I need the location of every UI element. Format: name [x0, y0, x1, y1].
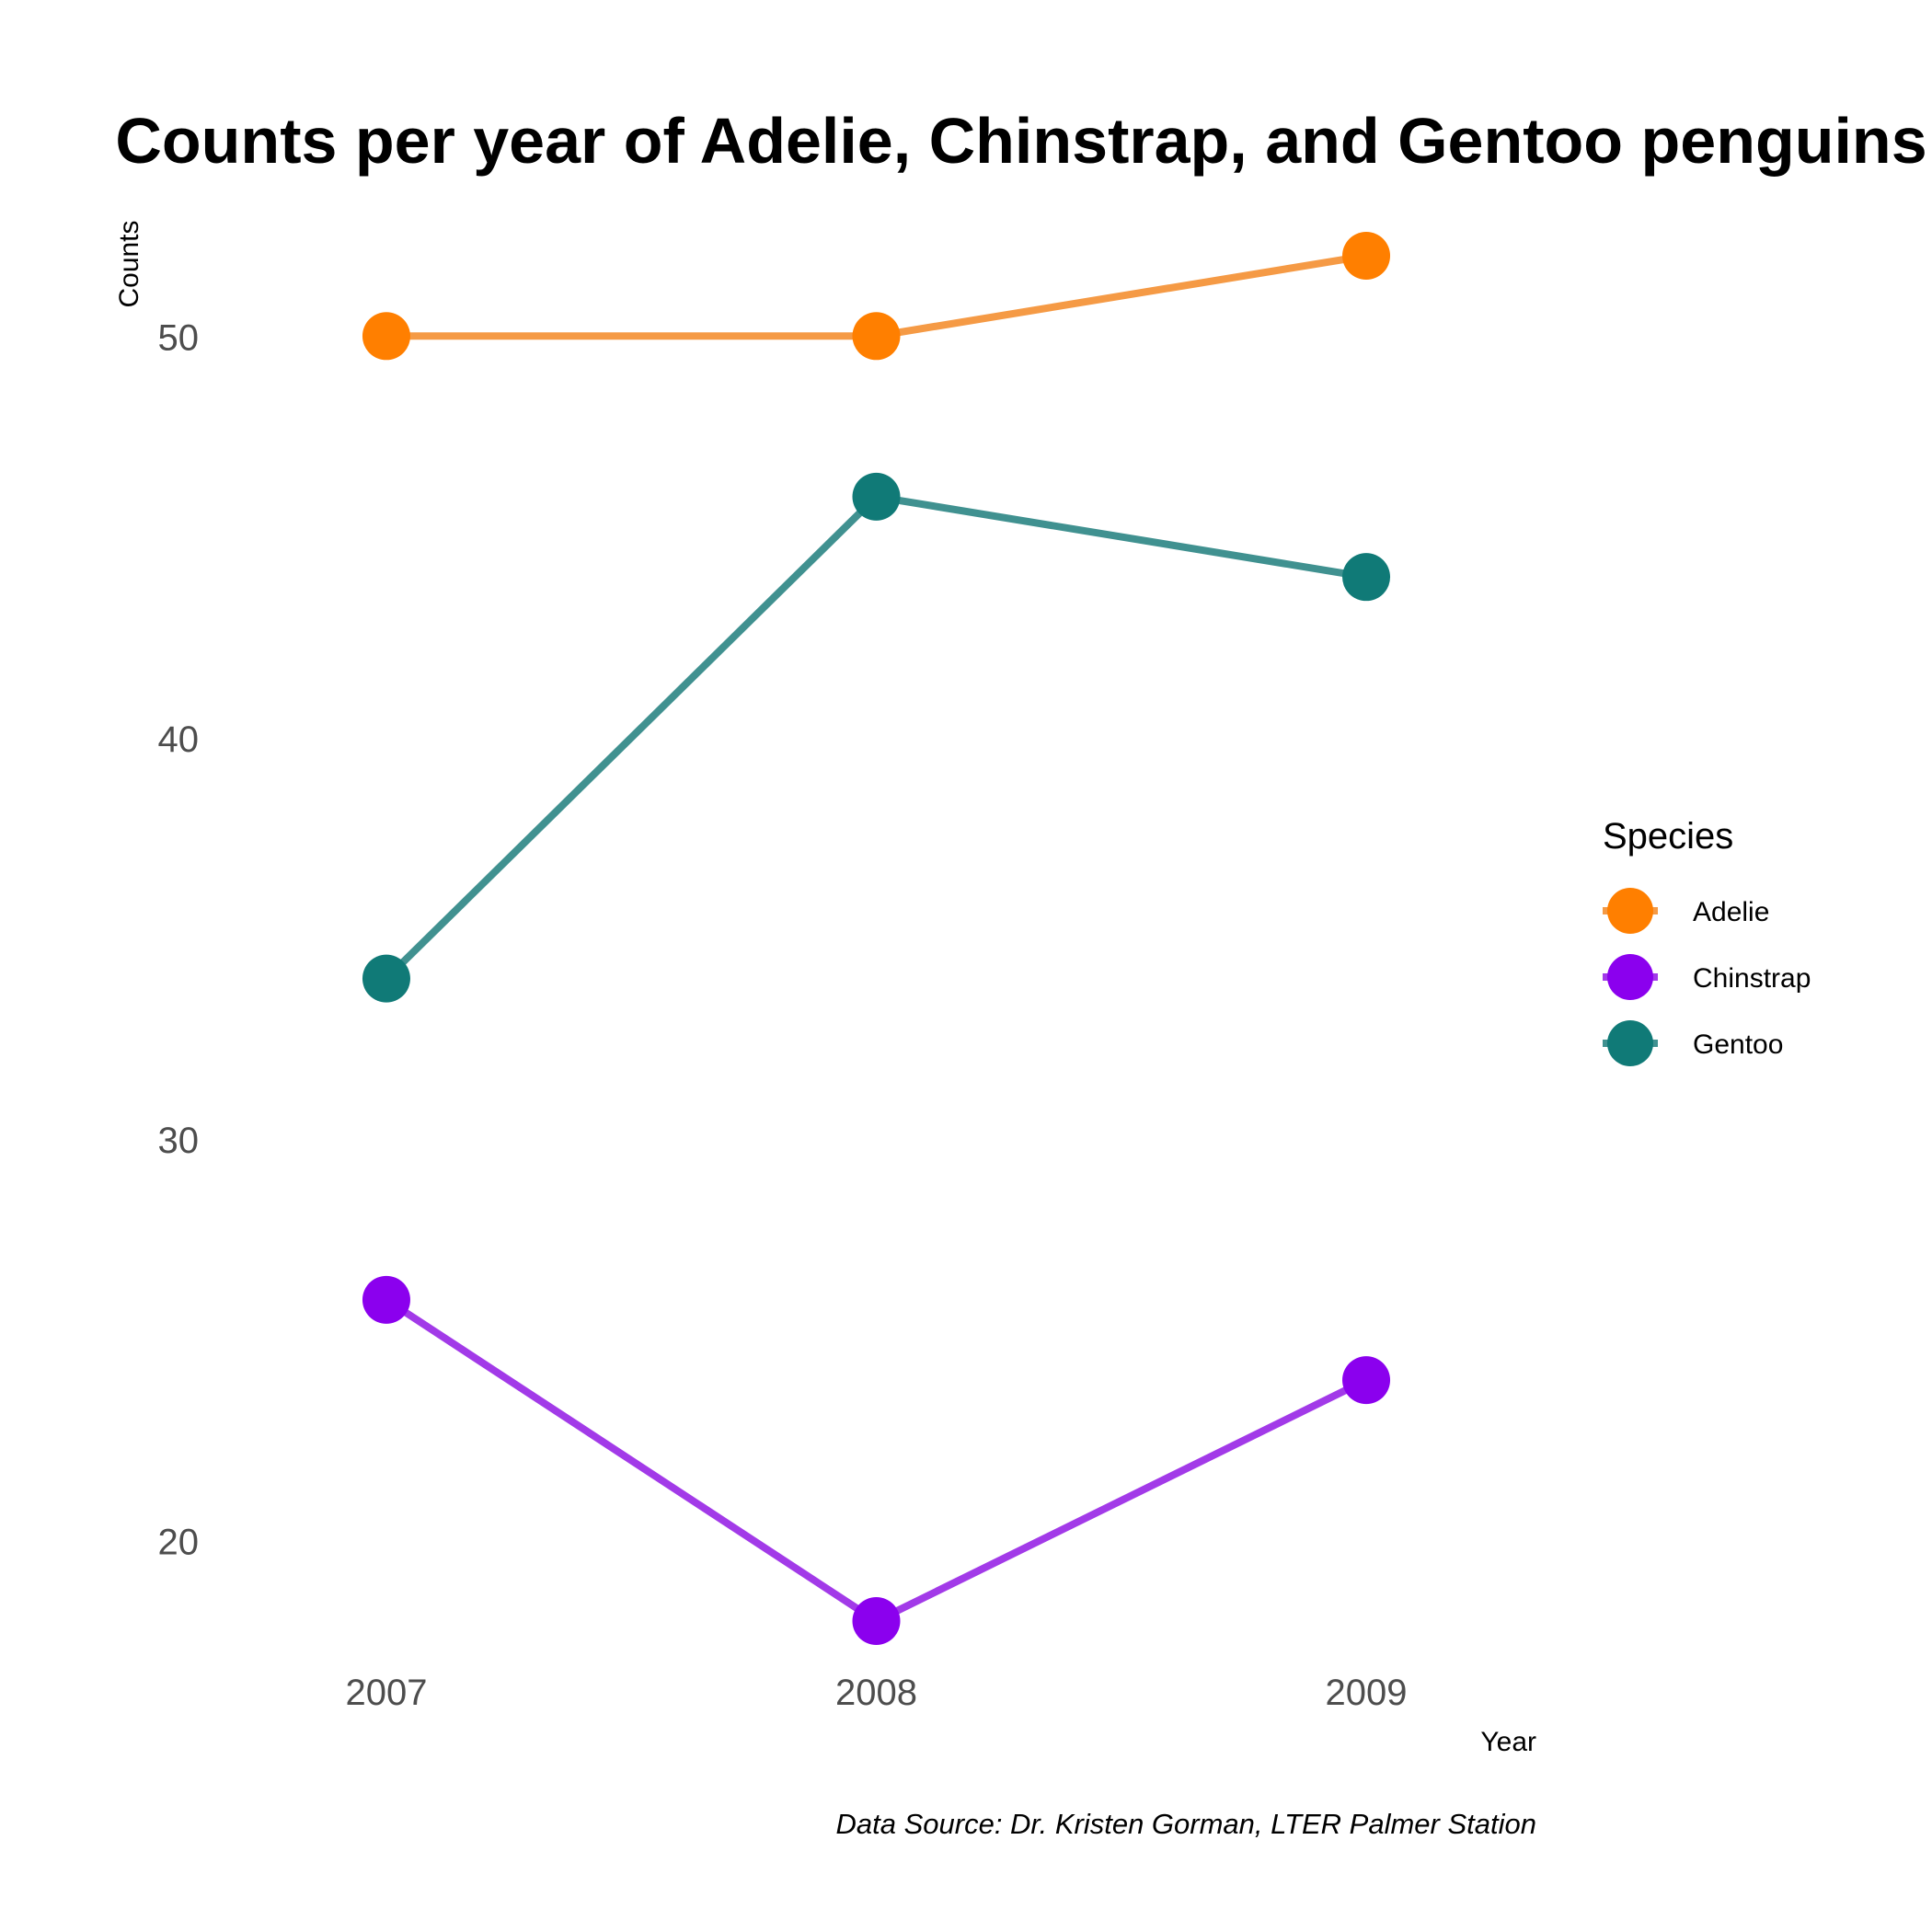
x-tick-label: 2009	[1326, 1673, 1408, 1713]
series-points	[362, 232, 1391, 1645]
legend-title: Species	[1603, 816, 1733, 857]
caption: Data Source: Dr. Kristen Gorman, LTER Pa…	[836, 1808, 1537, 1840]
data-point-gentoo	[852, 472, 901, 521]
legend-item-adelie: Adelie	[1603, 888, 1769, 934]
data-point-chinstrap	[1342, 1356, 1391, 1405]
series-line-chinstrap	[384, 1296, 1368, 1625]
legend-item-chinstrap: Chinstrap	[1603, 954, 1811, 1000]
y-axis-title: Counts	[114, 220, 144, 307]
legend-marker-gentoo	[1607, 1020, 1653, 1066]
data-point-adelie	[1342, 232, 1391, 281]
y-tick-label: 50	[158, 317, 200, 358]
data-point-chinstrap	[362, 1275, 410, 1324]
legend-marker-adelie	[1607, 888, 1653, 934]
series-line-gentoo	[384, 492, 1367, 982]
y-axis-ticks: 20 30 40 50	[158, 317, 200, 1562]
data-point-adelie	[362, 312, 410, 361]
legend-label-chinstrap: Chinstrap	[1693, 963, 1811, 994]
legend: Species Adelie Chinstrap Gentoo	[1603, 816, 1811, 1066]
data-point-gentoo	[362, 954, 410, 1003]
data-point-gentoo	[1342, 553, 1391, 602]
data-point-adelie	[852, 312, 901, 361]
legend-items: Adelie Chinstrap Gentoo	[1603, 888, 1811, 1066]
legend-item-gentoo: Gentoo	[1603, 1020, 1783, 1066]
data-point-chinstrap	[852, 1596, 901, 1645]
y-tick-label: 20	[158, 1523, 200, 1563]
series-lines	[384, 252, 1368, 1625]
x-tick-label: 2008	[835, 1673, 917, 1713]
x-tick-label: 2007	[345, 1673, 427, 1713]
y-tick-label: 30	[158, 1121, 200, 1161]
legend-marker-chinstrap	[1607, 954, 1653, 1000]
legend-label-gentoo: Gentoo	[1693, 1029, 1783, 1060]
y-tick-label: 40	[158, 719, 200, 760]
x-axis-title: Year	[1480, 1727, 1536, 1757]
chart-title: Counts per year of Adelie, Chinstrap, an…	[115, 105, 1926, 177]
legend-label-adelie: Adelie	[1693, 897, 1769, 927]
x-axis-ticks: 2007 2008 2009	[345, 1673, 1407, 1713]
